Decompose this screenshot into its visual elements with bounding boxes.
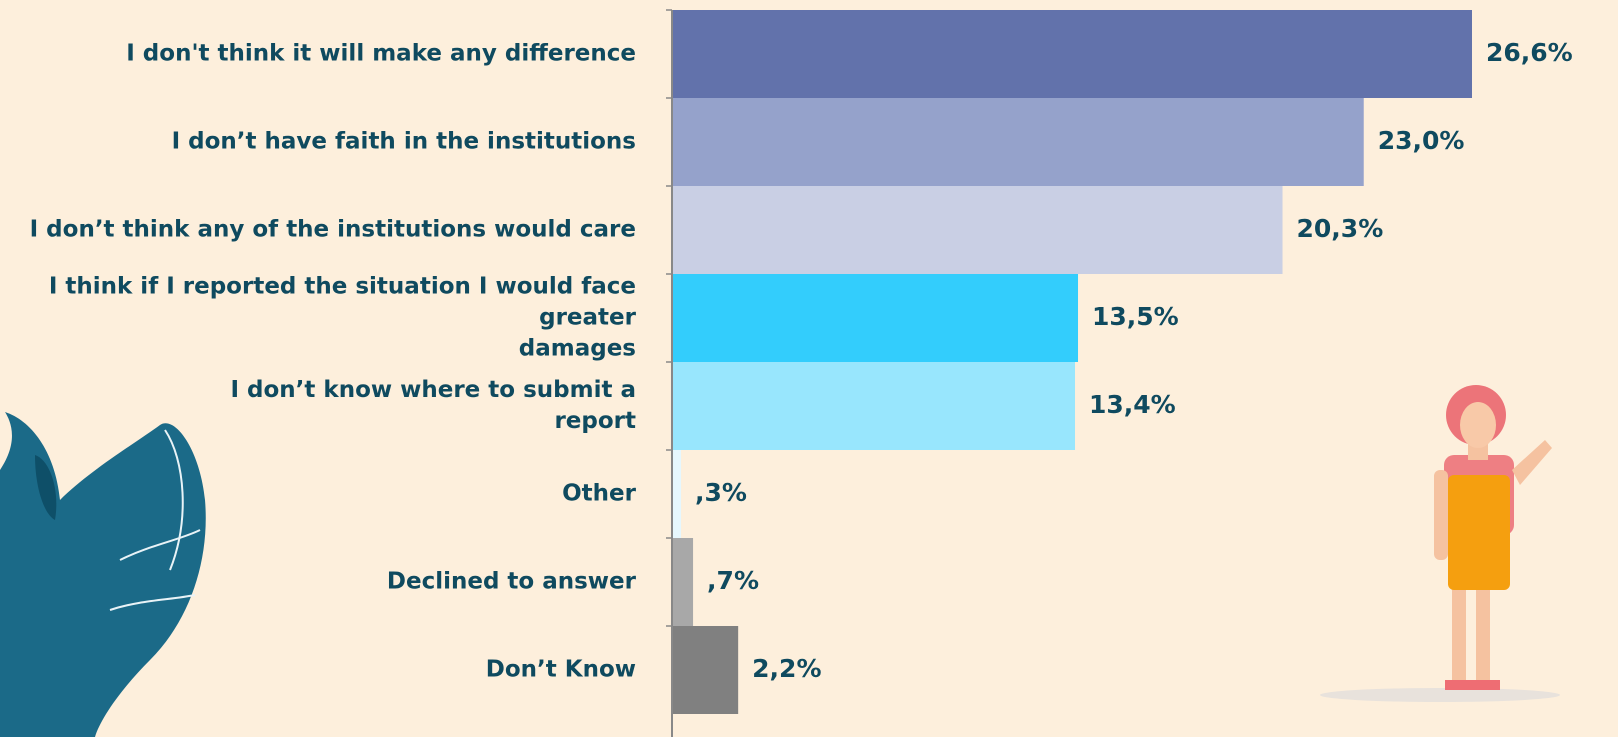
bar <box>672 10 1472 98</box>
bar <box>672 450 682 538</box>
bar <box>672 626 739 714</box>
category-label: Declined to answer <box>386 568 636 595</box>
value-label: 23,0% <box>1378 126 1465 155</box>
category-label: I don’t have faith in the institutions <box>171 128 636 155</box>
value-label: 2,2% <box>752 654 821 683</box>
value-label: 13,4% <box>1089 390 1176 419</box>
value-label: ,3% <box>695 478 747 507</box>
value-label: ,7% <box>707 566 759 595</box>
bar <box>672 186 1283 274</box>
value-label: 20,3% <box>1297 214 1384 243</box>
category-label: Don’t Know <box>485 656 636 683</box>
bar <box>672 274 1079 362</box>
value-label: 13,5% <box>1092 302 1179 331</box>
category-label: I don’t know where to submit a report <box>230 377 636 434</box>
value-label: 26,6% <box>1486 38 1573 67</box>
person-illustration <box>1320 385 1560 702</box>
category-label: I think if I reported the situation I wo… <box>48 273 636 362</box>
category-label: I don't think it will make any differenc… <box>126 40 636 67</box>
bar <box>672 362 1076 450</box>
bar <box>672 538 694 626</box>
bar <box>672 98 1364 186</box>
category-label: Other <box>562 480 636 507</box>
wing-illustration <box>0 412 206 737</box>
category-label: I don’t think any of the institutions wo… <box>29 216 636 243</box>
